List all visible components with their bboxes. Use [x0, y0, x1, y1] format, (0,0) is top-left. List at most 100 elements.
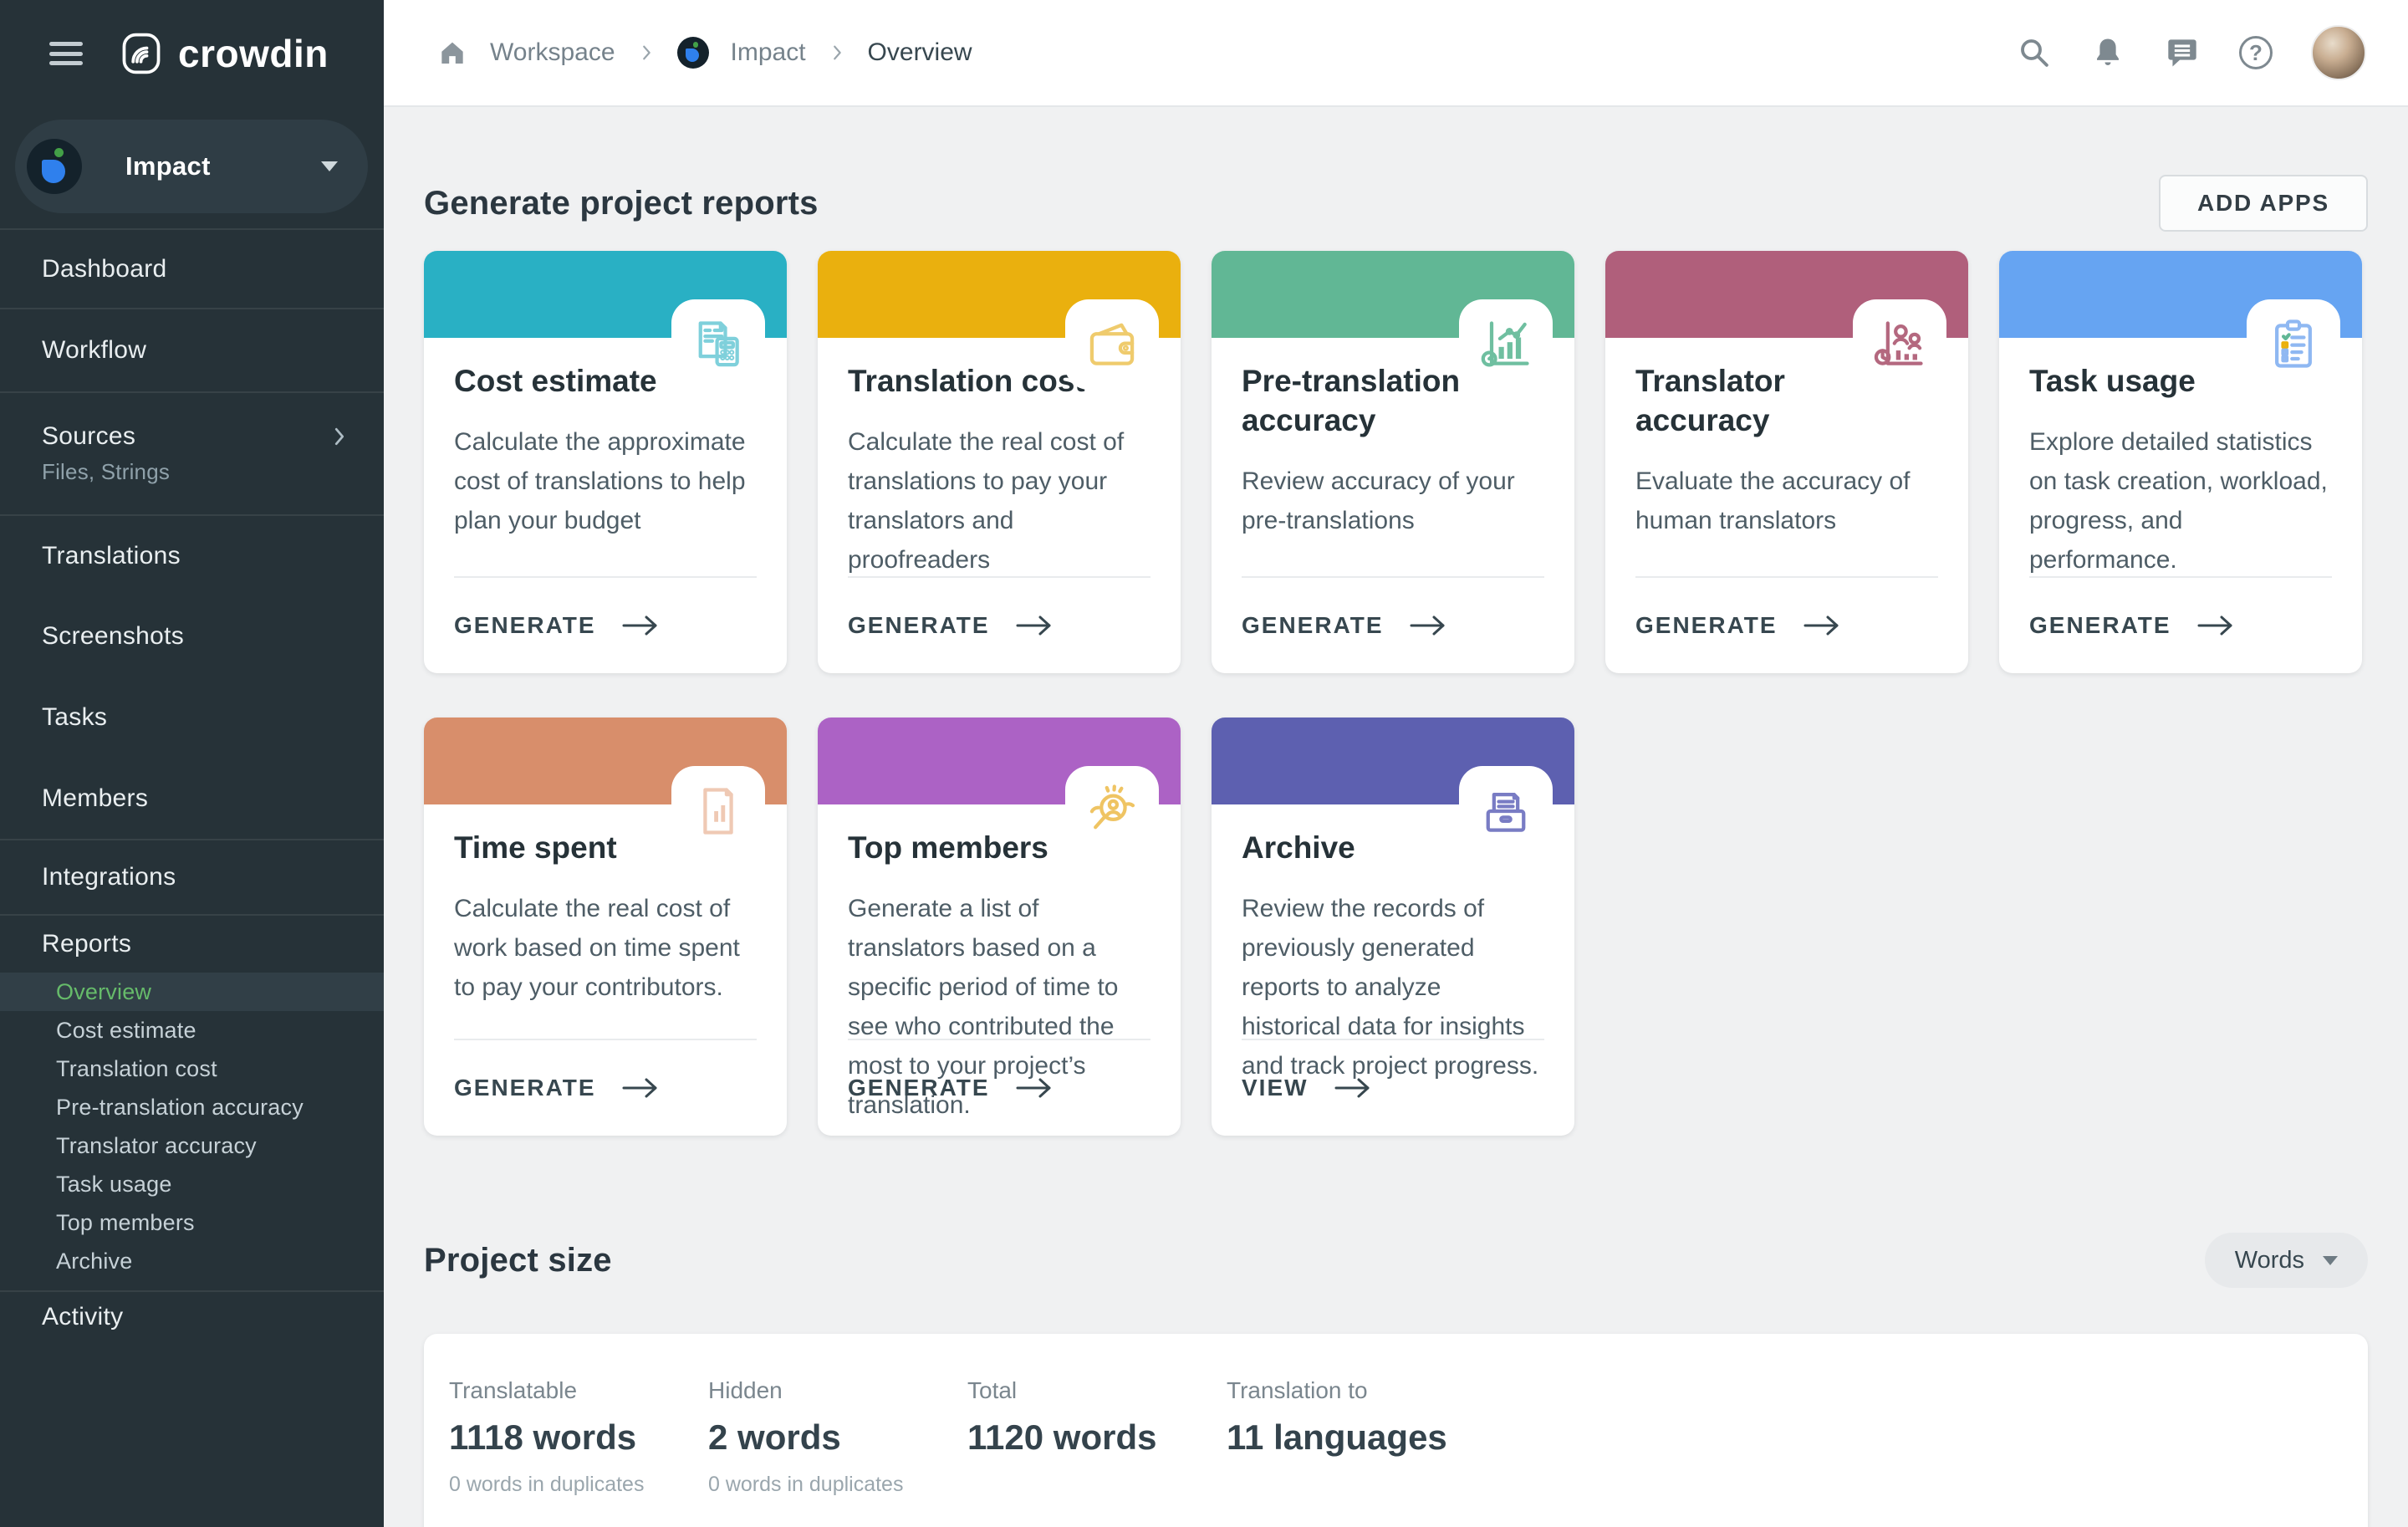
sidebar-item-workflow[interactable]: Workflow — [0, 308, 384, 391]
sidebar-subitem-translator-accuracy[interactable]: Translator accuracy — [0, 1126, 384, 1165]
card-action-label: GENERATE — [454, 1075, 596, 1101]
card-title: Translation cost — [848, 364, 1085, 398]
card-description: Evaluate the accuracy of human translato… — [1635, 467, 1911, 534]
view-archive-link[interactable]: VIEW — [1242, 1039, 1544, 1136]
sidebar-subitem-translation-cost[interactable]: Translation cost — [0, 1049, 384, 1088]
sidebar-subitem-label: Translation cost — [56, 1055, 217, 1081]
card-description: Review the records of previously generat… — [1242, 895, 1539, 1080]
sidebar-subitem-label: Pre-translation accuracy — [56, 1094, 304, 1120]
stat-note — [1227, 1473, 1486, 1494]
main-column: Workspace Impact Overview ? — [384, 0, 2408, 1527]
stat-value: 1118 words — [449, 1417, 637, 1457]
breadcrumb: Workspace Impact Overview — [436, 37, 972, 69]
help-icon[interactable]: ? — [2239, 36, 2273, 69]
stat-translatable: Translatable 1118 words 0 words in dupli… — [449, 1377, 708, 1527]
stat-note: 0 words in duplicates — [708, 1473, 904, 1496]
card-action-label: GENERATE — [1242, 612, 1384, 638]
generate-translator-accuracy-link[interactable]: GENERATE — [1635, 576, 1938, 673]
card-description: Explore detailed statistics on task crea… — [2029, 428, 2328, 574]
notifications-bell-icon[interactable] — [2090, 35, 2125, 70]
card-action-label: GENERATE — [848, 1075, 990, 1101]
chevron-right-icon — [833, 45, 841, 60]
stat-label: Translatable — [449, 1377, 578, 1403]
stat-label: Hidden — [708, 1377, 783, 1403]
arrow-right-icon — [622, 615, 656, 636]
card-description: Calculate the approximate cost of transl… — [454, 428, 746, 534]
generate-task-usage-link[interactable]: GENERATE — [2029, 576, 2332, 673]
topbar-actions: ? — [2017, 25, 2366, 80]
topbar: Workspace Impact Overview ? — [384, 0, 2408, 107]
time-report-icon — [671, 766, 765, 856]
sidebar-subitem-top-members[interactable]: Top members — [0, 1203, 384, 1242]
card-title: Top members — [848, 830, 1048, 865]
sidebar-item-sources[interactable]: Sources Files, Strings — [0, 391, 384, 514]
stat-value: 1120 words — [967, 1417, 1157, 1457]
report-cards-row-1: Cost estimate Calculate the approximate … — [424, 251, 2368, 673]
card-title: Cost estimate — [454, 364, 657, 398]
brand-name: crowdin — [178, 32, 329, 75]
sidebar-item-activity[interactable]: Activity — [0, 1290, 384, 1342]
chevron-right-icon — [642, 45, 650, 60]
arrow-right-icon — [2197, 615, 2232, 636]
archive-box-icon — [1459, 766, 1553, 856]
sidebar-subitem-task-usage[interactable]: Task usage — [0, 1165, 384, 1203]
menu-hamburger-icon[interactable] — [49, 42, 83, 65]
stat-value: 11 languages — [1227, 1417, 1447, 1457]
project-switcher[interactable]: Impact — [15, 120, 368, 213]
report-card-time-spent: Time spent Calculate the real cost of wo… — [424, 718, 787, 1136]
home-icon[interactable] — [436, 37, 468, 69]
sidebar-subitem-label: Overview — [56, 978, 152, 1004]
invoice-calculator-icon — [671, 299, 765, 390]
generate-top-members-link[interactable]: GENERATE — [848, 1039, 1150, 1136]
generate-pre-translation-accuracy-link[interactable]: GENERATE — [1242, 576, 1544, 673]
arrow-right-icon — [1016, 615, 1050, 636]
sidebar-item-label: Tasks — [42, 702, 108, 731]
report-card-translation-cost: Translation cost Calculate the real cost… — [818, 251, 1181, 673]
project-name: Impact — [125, 151, 211, 181]
messages-icon[interactable] — [2164, 34, 2201, 71]
unit-selector-dropdown[interactable]: Words — [2204, 1233, 2368, 1288]
breadcrumb-project[interactable]: Impact — [730, 38, 806, 66]
sidebar-item-screenshots[interactable]: Screenshots — [0, 595, 384, 677]
user-avatar[interactable] — [2311, 25, 2366, 80]
card-action-label: GENERATE — [454, 612, 596, 638]
card-action-label: GENERATE — [2029, 612, 2171, 638]
card-title: Pre-translation accuracy — [1242, 364, 1461, 437]
sidebar-item-reports[interactable]: Reports — [0, 914, 384, 973]
sidebar-subitem-archive[interactable]: Archive — [0, 1242, 384, 1280]
stat-note: 0 words in duplicates — [449, 1473, 645, 1496]
sidebar-filler — [0, 1342, 384, 1527]
generate-time-spent-link[interactable]: GENERATE — [454, 1039, 757, 1136]
generate-translation-cost-link[interactable]: GENERATE — [848, 576, 1150, 673]
sidebar-subitem-overview[interactable]: Overview — [0, 973, 384, 1011]
project-avatar — [27, 139, 82, 194]
sidebar-item-label: Translations — [42, 541, 181, 569]
sidebar-subitem-pre-translation-accuracy[interactable]: Pre-translation accuracy — [0, 1088, 384, 1126]
sidebar-item-tasks[interactable]: Tasks — [0, 677, 384, 758]
card-description: Review accuracy of your pre-translations — [1242, 467, 1515, 534]
stat-total: Total 1120 words — [967, 1377, 1227, 1527]
stat-label: Translation to — [1227, 1377, 1368, 1403]
sidebar-header: crowdin — [0, 0, 384, 107]
reports-section-header: Generate project reports ADD APPS — [424, 174, 2368, 232]
sidebar-item-dashboard[interactable]: Dashboard — [0, 228, 384, 308]
card-title: Translator accuracy — [1635, 364, 1785, 437]
breadcrumb-workspace[interactable]: Workspace — [490, 38, 615, 66]
sidebar-item-integrations[interactable]: Integrations — [0, 839, 384, 914]
sidebar-item-members[interactable]: Members — [0, 758, 384, 839]
wallet-icon — [1065, 299, 1159, 390]
add-apps-button[interactable]: ADD APPS — [2158, 175, 2368, 232]
arrow-right-icon — [1410, 615, 1444, 636]
stat-hidden: Hidden 2 words 0 words in duplicates — [708, 1377, 967, 1527]
accuracy-chart-icon — [1459, 299, 1553, 390]
sidebar-item-label: Screenshots — [42, 621, 185, 650]
sidebar-item-label: Sources — [42, 422, 136, 450]
crowdin-logo[interactable]: crowdin — [118, 30, 329, 77]
sidebar-subitem-cost-estimate[interactable]: Cost estimate — [0, 1011, 384, 1049]
breadcrumb-current: Overview — [867, 38, 972, 66]
search-icon[interactable] — [2017, 35, 2052, 70]
translator-stats-icon — [1853, 299, 1946, 390]
generate-cost-estimate-link[interactable]: GENERATE — [454, 576, 757, 673]
top-members-search-icon — [1065, 766, 1159, 856]
sidebar-item-translations[interactable]: Translations — [0, 514, 384, 595]
